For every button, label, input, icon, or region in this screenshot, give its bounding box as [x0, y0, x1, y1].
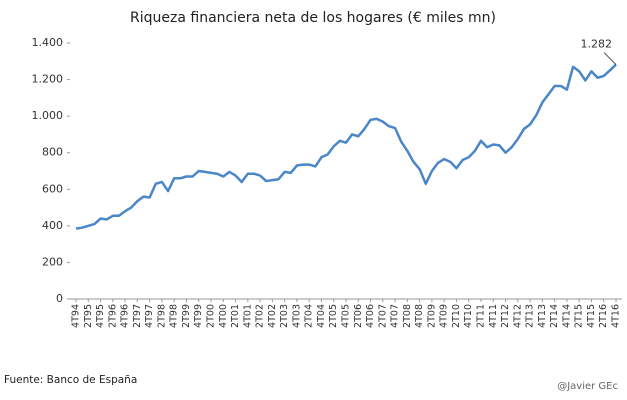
x-tick-label: 2T10	[451, 304, 462, 328]
source: Fuente: Banco de España	[4, 374, 137, 386]
data-label: 1.282	[581, 38, 613, 51]
x-tick-label: 2T14	[549, 304, 560, 328]
x-tick-label: 4T12	[512, 304, 523, 328]
x-tick-label: 4T13	[537, 304, 548, 328]
y-tick-label: 1.000	[32, 109, 64, 122]
x-tick-label: 2T01	[230, 304, 241, 328]
x-tick-label: 2T08	[402, 304, 413, 328]
x-tick-label: 2T15	[574, 304, 585, 328]
y-tick-label: 400	[42, 219, 63, 232]
x-tick-label: 4T07	[390, 304, 401, 328]
x-tick-label: 4T11	[488, 304, 499, 328]
x-tick-label: 2T99	[181, 304, 192, 328]
x-tick-label: 4T15	[586, 304, 597, 328]
y-tick-label: 200	[42, 255, 63, 268]
y-tick-label: 0	[56, 292, 63, 305]
data-line	[75, 63, 617, 230]
x-tick-label: 4T08	[414, 304, 425, 328]
x-tick-label: 4T06	[365, 304, 376, 328]
y-tick-label: 1.200	[32, 73, 64, 86]
x-tick-label: 2T12	[500, 304, 511, 328]
x-tick-label: 4T04	[316, 304, 327, 328]
x-tick-label: 2T98	[156, 304, 167, 328]
x-tick-label: 2T02	[255, 304, 266, 328]
x-tick-label: 4T95	[95, 304, 106, 328]
x-tick-label: 4T10	[463, 304, 474, 328]
x-tick-label: 4T00	[218, 304, 229, 328]
x-tick-label: 4T94	[71, 304, 82, 328]
x-tick-label: 2T00	[206, 304, 217, 328]
x-tick-label: 4T03	[291, 304, 302, 328]
x-tick-label: 2T95	[83, 304, 94, 328]
x-tick-label: 2T11	[476, 304, 487, 328]
x-tick-label: 2T06	[353, 304, 364, 328]
x-tick-label: 4T16	[611, 304, 622, 328]
x-tick-label: 4T02	[267, 304, 278, 328]
x-tick-label: 2T03	[279, 304, 290, 328]
x-tick-label: 2T05	[328, 304, 339, 328]
credit: @Javier GEc	[557, 381, 618, 392]
x-tick-label: 4T01	[242, 304, 253, 328]
x-tick-label: 2T07	[377, 304, 388, 328]
x-tick-label: 2T09	[426, 304, 437, 328]
x-tick-label: 2T13	[525, 304, 536, 328]
x-tick-label: 2T04	[304, 304, 315, 328]
x-tick-label: 2T97	[132, 304, 143, 328]
y-tick-label: 1.400	[32, 36, 64, 49]
x-tick-label: 2T96	[107, 304, 118, 328]
label-leader	[603, 52, 617, 65]
x-tick-label: 4T98	[169, 304, 180, 328]
x-tick-label: 4T97	[144, 304, 155, 328]
x-tick-label: 4T99	[193, 304, 204, 328]
x-tick-label: 4T05	[341, 304, 352, 328]
chart-title: Riqueza financiera neta de los hogares (…	[130, 10, 496, 26]
x-tick-label: 2T16	[598, 304, 609, 328]
x-tick-label: 4T14	[561, 304, 572, 328]
y-tick-label: 800	[42, 146, 63, 159]
x-tick-label: 4T09	[439, 304, 450, 328]
y-tick-label: 600	[42, 182, 63, 195]
x-tick-label: 4T96	[120, 304, 131, 328]
